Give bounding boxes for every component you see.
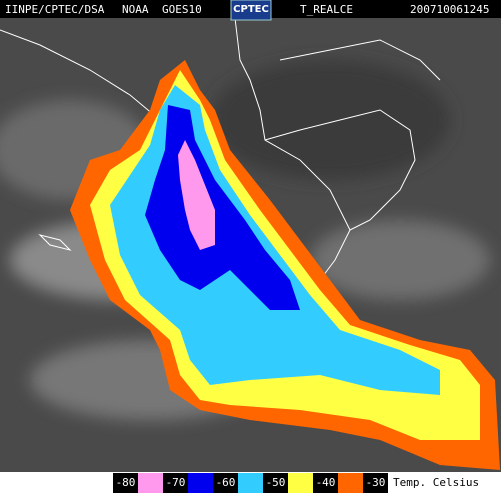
legend: -80 -70 -60 -50 -40 -30 Temp. Celsius — [113, 473, 479, 493]
satellite: GOES10 — [162, 3, 202, 16]
island — [38, 234, 72, 251]
legend-swatch — [138, 473, 163, 493]
legend-label-box — [363, 473, 388, 493]
legend-level: -70 — [166, 476, 186, 489]
legend-label-box — [313, 473, 338, 493]
legend-level: -30 — [366, 476, 386, 489]
legend-level: -80 — [116, 476, 136, 489]
legend-swatch — [338, 473, 363, 493]
legend-level: -60 — [216, 476, 236, 489]
border-line — [279, 39, 441, 81]
legend-swatch — [238, 473, 263, 493]
logo-box — [230, 0, 272, 21]
cloud — [210, 60, 450, 180]
cloud — [310, 220, 490, 300]
legend-label-box — [263, 473, 288, 493]
legend-label-box — [213, 473, 238, 493]
legend-swatch — [188, 473, 213, 493]
legend-level: -50 — [266, 476, 286, 489]
legend-swatch — [288, 473, 313, 493]
legend-label-box — [163, 473, 188, 493]
legend-label-box — [113, 473, 138, 493]
border-line — [264, 109, 416, 231]
logo: CPTEC — [233, 4, 269, 15]
timestamp: 200710061245 — [410, 3, 489, 16]
legend-level: -40 — [316, 476, 336, 489]
agency: NOAA — [122, 3, 149, 16]
temperature-bands — [70, 60, 500, 470]
coastline — [234, 17, 351, 281]
legend-unit: Temp. Celsius — [393, 476, 479, 489]
band-pink — [178, 140, 215, 250]
source: IINPE/CPTEC/DSA — [5, 3, 105, 16]
product: T_REALCE — [300, 3, 353, 16]
borders — [0, 17, 441, 281]
